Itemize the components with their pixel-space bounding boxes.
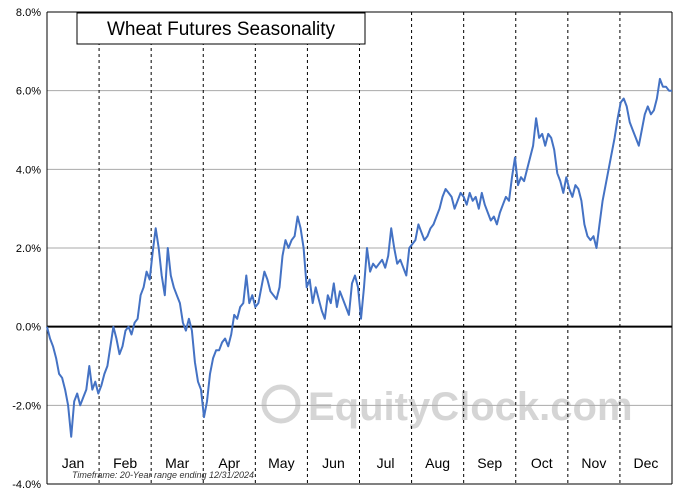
y-tick-label: 6.0% bbox=[16, 86, 41, 98]
x-tick-label: Jan bbox=[62, 455, 85, 471]
x-tick-label: Feb bbox=[113, 455, 137, 471]
x-tick-label: Nov bbox=[581, 455, 606, 471]
title-box bbox=[76, 12, 366, 45]
x-tick-label: Apr bbox=[218, 455, 240, 471]
footnote: Timeframe: 20-Year range ending 12/31/20… bbox=[72, 470, 254, 480]
x-tick-label: Mar bbox=[165, 455, 189, 471]
y-tick-label: 4.0% bbox=[16, 164, 41, 176]
x-tick-label: Jun bbox=[322, 455, 345, 471]
y-tick-label: 2.0% bbox=[16, 243, 41, 255]
y-tick-label: -2.0% bbox=[12, 400, 41, 412]
x-tick-label: Dec bbox=[634, 455, 659, 471]
x-tick-label: Sep bbox=[477, 455, 502, 471]
x-tick-label: Aug bbox=[425, 455, 450, 471]
watermark: EquityClock.com bbox=[261, 384, 633, 429]
x-tick-label: May bbox=[268, 455, 294, 471]
y-tick-label: 8.0% bbox=[16, 7, 41, 19]
series-line bbox=[46, 77, 672, 438]
watermark-text: EquityClock.com bbox=[308, 385, 633, 429]
y-tick-label: 0.0% bbox=[16, 322, 41, 334]
y-tick-label: -4.0% bbox=[12, 479, 41, 491]
x-tick-label: Jul bbox=[377, 455, 395, 471]
chart-title: Wheat Futures Seasonality bbox=[107, 19, 336, 40]
watermark-logo bbox=[261, 384, 301, 424]
x-tick-label: Oct bbox=[531, 455, 553, 471]
